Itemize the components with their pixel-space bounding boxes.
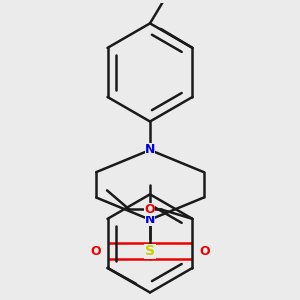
Text: O: O <box>144 203 154 216</box>
Text: N: N <box>145 213 155 226</box>
Text: S: S <box>145 244 155 258</box>
Text: O: O <box>199 245 210 258</box>
Text: N: N <box>145 143 155 157</box>
Text: O: O <box>90 245 101 258</box>
